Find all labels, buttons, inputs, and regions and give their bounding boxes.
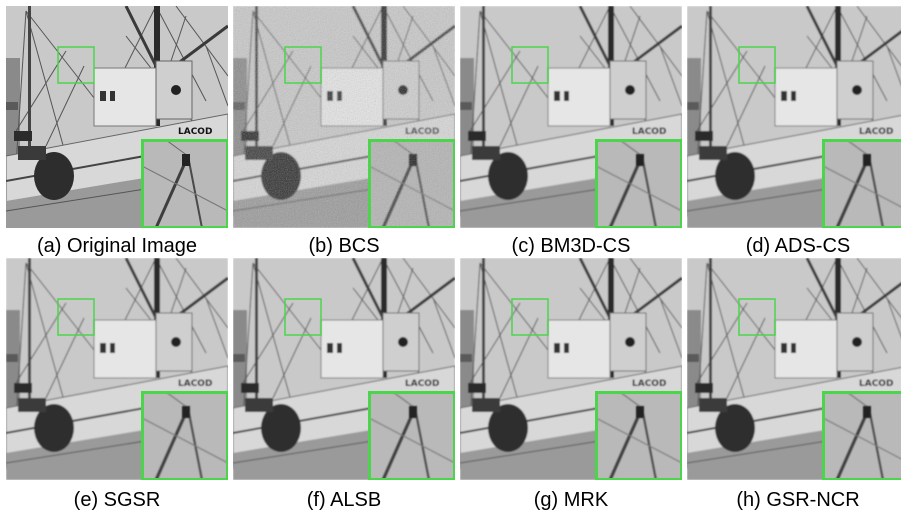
boat-image-original: LACOD (6, 6, 228, 228)
zoom-inset (142, 140, 228, 228)
zoom-inset (369, 140, 455, 228)
panel-caption: (b) BCS (233, 234, 455, 258)
zoom-inset (596, 392, 682, 480)
boat-image-bm3d-cs: LACOD (460, 6, 682, 228)
panel-caption: (g) MRK (460, 488, 682, 512)
panel-caption: (h) GSR-NCR (687, 488, 901, 512)
zoom-inset (369, 392, 455, 480)
boat-name-text: LACOD (859, 127, 893, 137)
boat-image-alsb: LACOD (233, 258, 455, 480)
boat-name-text: LACOD (405, 379, 439, 389)
zoom-inset (596, 140, 682, 228)
zoom-inset (142, 392, 228, 480)
boat-image-mrk: LACOD (460, 258, 682, 480)
panel-caption: (c) BM3D-CS (460, 234, 682, 258)
panel-caption: (a) Original Image (6, 234, 228, 258)
panel-caption: (f) ALSB (233, 488, 455, 512)
zoom-inset (823, 140, 901, 228)
boat-image-sgsr: LACOD (6, 258, 228, 480)
boat-image-ads-cs: LACOD (687, 6, 901, 228)
boat-name-text: LACOD (859, 379, 893, 389)
boat-image-gsr-ncr: LACOD (687, 258, 901, 480)
boat-name-text: LACOD (178, 127, 212, 137)
zoom-inset (823, 392, 901, 480)
boat-name-text: LACOD (632, 127, 666, 137)
boat-name-text: LACOD (178, 379, 212, 389)
boat-name-text: LACOD (632, 379, 666, 389)
panel-caption: (d) ADS-CS (687, 234, 901, 258)
boat-image-bcs: LACOD (233, 6, 455, 228)
panel-caption: (e) SGSR (6, 488, 228, 512)
